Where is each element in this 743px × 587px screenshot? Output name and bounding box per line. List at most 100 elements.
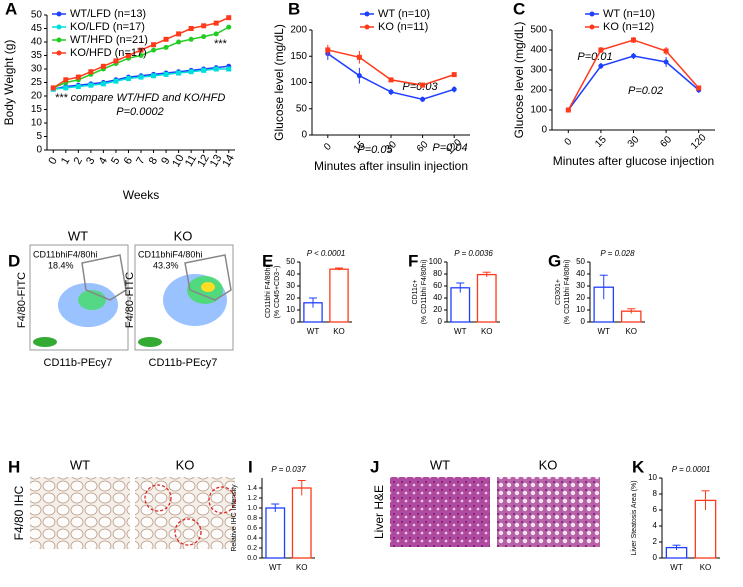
point xyxy=(201,23,207,29)
y-tick-label: 200 xyxy=(530,85,547,96)
point xyxy=(188,26,194,31)
y-tick-label: 0 xyxy=(653,553,658,562)
point xyxy=(75,74,81,80)
y-tick-label: 15 xyxy=(31,104,43,115)
y-tick-label: 1.4 xyxy=(247,485,257,492)
bar xyxy=(450,287,471,323)
point xyxy=(151,47,157,53)
y-tick-label: 25 xyxy=(31,77,43,88)
x-tick-label: 3 xyxy=(84,155,97,166)
histology-image xyxy=(135,477,235,549)
point xyxy=(100,81,106,87)
y-tick-label: 100 xyxy=(530,105,547,116)
y-axis-label: Glucose level (mg/dL) xyxy=(272,24,286,141)
y-tick-label: 35 xyxy=(31,50,43,61)
y-tick-label: 30 xyxy=(31,64,43,75)
x-axis-label: Weeks xyxy=(123,188,159,202)
legend-label: WT (n=10) xyxy=(603,8,655,20)
flow-plot xyxy=(29,244,234,351)
x-tick-label: 11 xyxy=(183,153,199,169)
y-tick-label: 150 xyxy=(290,51,307,62)
panel-letter: C xyxy=(513,0,525,18)
panel-letter: K xyxy=(632,457,645,476)
y-tick-label: 20 xyxy=(286,293,295,302)
annotation: P=0.05 xyxy=(357,144,393,156)
point xyxy=(565,107,571,113)
y-axis-label: CD301+ xyxy=(555,279,562,305)
annotation: *** xyxy=(214,38,228,50)
legend-marker xyxy=(364,11,370,17)
y-tick-label: 0 xyxy=(541,125,547,136)
y-tick-label: 0 xyxy=(291,317,296,326)
point xyxy=(176,31,182,37)
legend-marker xyxy=(589,11,595,17)
column-label: WT xyxy=(70,457,90,472)
x-tick-label: 30 xyxy=(626,134,642,150)
x-tick-label: 12 xyxy=(195,153,212,170)
x-tick-label: 0 xyxy=(322,141,334,153)
panel-letter: B xyxy=(288,0,300,18)
y-tick-label: 50 xyxy=(31,10,43,21)
point xyxy=(388,77,394,83)
x-axis-label: Minutes after insulin injection xyxy=(314,159,468,173)
y-tick-label: 45 xyxy=(31,23,43,34)
annotation: P = 0.0001 xyxy=(672,465,711,474)
annotation: P = 0.0036 xyxy=(454,249,493,258)
panel-letter: F xyxy=(408,251,418,270)
y-tick-label: 400 xyxy=(530,45,547,56)
point xyxy=(125,53,131,58)
y-tick-label: 0.4 xyxy=(247,535,257,542)
x-tick-label: 14 xyxy=(220,153,237,170)
axis-label: F4/80-FITC xyxy=(124,272,136,328)
x-tick-label: 1 xyxy=(59,155,72,166)
y-tick-label: 100 xyxy=(429,257,443,266)
annotation: P=0.04 xyxy=(432,142,467,154)
x-tick-label: 10 xyxy=(170,153,187,170)
annotation: P = 0.037 xyxy=(271,465,306,474)
column-label: WT xyxy=(430,457,450,472)
y-tick-label: 20 xyxy=(31,91,43,102)
point xyxy=(325,47,331,53)
x-tick-label: 13 xyxy=(208,153,225,170)
point xyxy=(163,44,169,50)
bar xyxy=(291,487,312,559)
point xyxy=(88,69,94,75)
x-tick-label: 120 xyxy=(689,132,709,152)
bar xyxy=(265,507,286,559)
y-tick-label: 100 xyxy=(290,77,307,88)
axis-label: CD11b-PEcy7 xyxy=(149,357,218,369)
annotation: P < 0.0001 xyxy=(307,249,346,258)
x-tick-label: KO xyxy=(333,327,345,336)
y-tick-label: 6 xyxy=(653,505,658,514)
bar xyxy=(476,273,497,323)
y-axis-label: Glucose level (mg/dL) xyxy=(512,22,526,139)
point xyxy=(226,15,232,21)
y-tick-label: 60 xyxy=(433,281,442,290)
point xyxy=(50,85,56,91)
y-tick-label: 0 xyxy=(581,317,586,326)
y-axis-label: Body Weight (g) xyxy=(2,40,16,126)
x-axis-label: Minutes after glucose injection xyxy=(553,154,714,168)
point xyxy=(598,47,604,53)
x-tick-label: WT xyxy=(307,327,320,336)
annotation: P=0.0002 xyxy=(116,106,163,118)
y-tick-label: 0 xyxy=(301,130,307,141)
x-tick-label: KO xyxy=(625,327,637,336)
legend-marker xyxy=(364,24,370,30)
y-tick-label: 0 xyxy=(438,317,443,326)
axis-label: CD11b-PEcy7 xyxy=(44,357,113,369)
legend-marker xyxy=(56,11,62,17)
point xyxy=(213,66,219,72)
x-tick-label: 2 xyxy=(72,155,85,166)
y-axis-label: (% CD45+CD3−) xyxy=(274,266,281,319)
point xyxy=(75,84,81,90)
image-label: F4/80 IHC xyxy=(12,485,26,540)
axis-label: F4/80-FITC xyxy=(16,272,28,328)
legend-label: KO/LFD (n=17) xyxy=(70,21,145,33)
point xyxy=(356,54,362,60)
y-tick-label: 30 xyxy=(286,281,295,290)
point xyxy=(63,77,69,83)
column-label: KO xyxy=(176,457,195,472)
point xyxy=(420,82,426,88)
